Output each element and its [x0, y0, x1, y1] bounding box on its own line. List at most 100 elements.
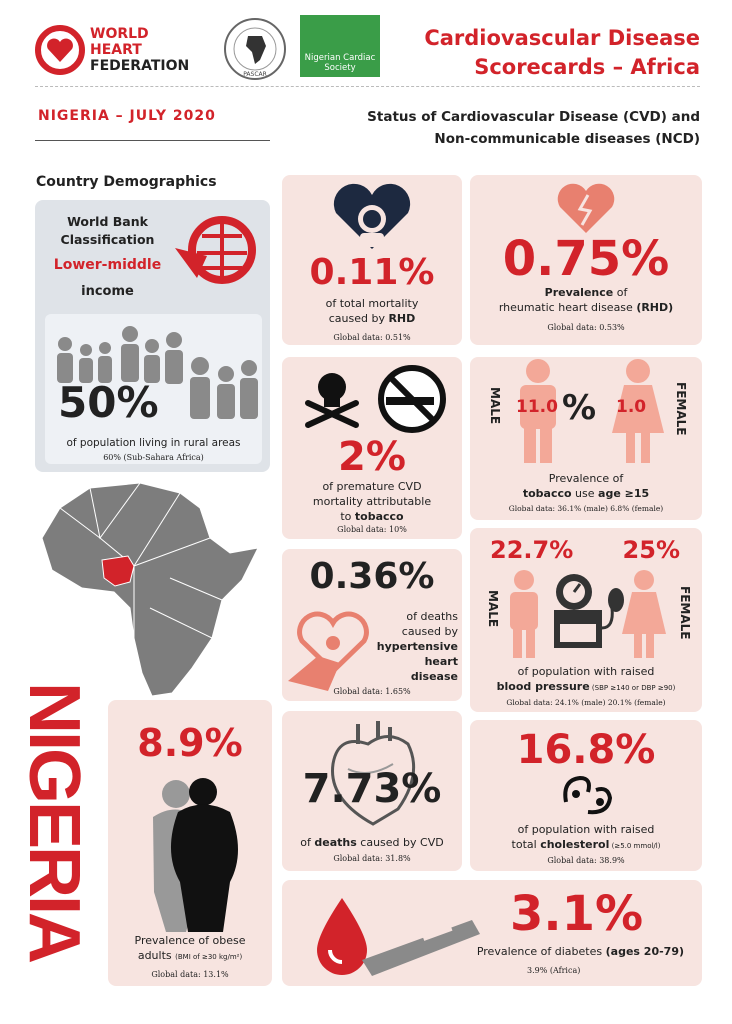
rural-reference: 60% (Sub-Sahara Africa): [103, 453, 204, 462]
caption-strong: (RHD): [636, 301, 674, 314]
caption-text: to: [340, 510, 355, 523]
broken-heart-icon: [557, 183, 615, 233]
rural-value: 50%: [58, 378, 159, 427]
male-value: 22.7%: [490, 536, 574, 564]
caption-line: caused by: [401, 625, 458, 638]
global-data: Global data: 31.8%: [333, 854, 411, 863]
caption-text: caused by CVD: [356, 836, 444, 849]
caption: of premature CVD mortality attributable to…: [282, 479, 462, 524]
tobacco-use-card: MALE FEMALE 11.0 % 1.0 Prevalence of toba…: [470, 357, 702, 520]
caption: Prevalence of tobacco use age ≥15: [470, 471, 702, 501]
globe-icon: [175, 216, 256, 284]
blood-pressure-card: 22.7% 25% MALE FEMALE of population with…: [470, 528, 702, 712]
global-data: Global data: 0.51%: [333, 333, 411, 342]
caption-text: of: [613, 286, 628, 299]
pascar-text: PASCAR: [243, 71, 267, 78]
cholesterol-icon: [563, 775, 613, 815]
heart-icon: [333, 183, 411, 249]
male-value: 11.0: [516, 397, 558, 417]
title-line: Cardiovascular Disease: [424, 26, 700, 50]
caption-line: Prevalence of obese: [134, 934, 246, 947]
caption-line: of population with raised: [517, 823, 655, 836]
demographics-box: World Bank Classification Lower-middle in…: [35, 200, 270, 472]
caption-strong: Prevalence: [544, 286, 614, 299]
diabetes-value: 3.1%: [510, 886, 644, 942]
caption-strong: (ages 20-79): [605, 945, 684, 958]
income: income: [81, 284, 134, 299]
label-line: World Bank: [67, 214, 148, 229]
caption-text: Prevalence of diabetes: [476, 945, 606, 958]
female-label: FEMALE: [678, 586, 692, 640]
caption-strong: age ≥15: [598, 487, 650, 500]
people-icon: [57, 326, 258, 419]
rural-caption: of population living in rural areas: [66, 437, 241, 449]
whf-logo: [35, 25, 85, 75]
global-data: Global data: 13.1%: [151, 970, 229, 979]
global-data: Global data: 10%: [337, 525, 407, 534]
obesity-icon: [153, 778, 238, 932]
caption-strong: tobacco: [522, 487, 572, 500]
global-data: Global data: 1.65%: [333, 687, 411, 696]
caption-line: of premature CVD: [322, 480, 422, 493]
obesity-card: 8.9% Prevalence of obese adults (BMI of ≥…: [108, 700, 272, 986]
caption-strong: cholesterol: [540, 838, 610, 851]
subtitle-line: Non-communicable diseases (NCD): [434, 131, 700, 147]
org-line: WORLD: [90, 26, 149, 42]
hypertensive-card: 0.36% of deaths caused by hypertensive hear…: [282, 549, 462, 701]
caption-text: of: [300, 836, 315, 849]
global-data: Global data: 36.1% (male) 6.8% (female): [508, 504, 664, 513]
female-value: 1.0: [616, 397, 647, 417]
diabetes-icon: [317, 898, 480, 976]
subtitle: Status of Cardiovascular Disease (CVD) a…: [367, 106, 700, 150]
caption: of total mortality caused by RHD: [282, 296, 462, 326]
heart-organ-icon: [331, 721, 416, 826]
caption-strong: tobacco: [354, 510, 404, 523]
obesity-value: 8.9%: [137, 721, 243, 765]
cvd-deaths-value: 7.73%: [302, 766, 442, 812]
tobacco-mortality-value: 2%: [338, 434, 406, 480]
divider: [35, 86, 700, 87]
caption-note: (SBP ≥140 or DBP ≥90): [589, 684, 676, 692]
caption-line: Prevalence of: [548, 472, 624, 485]
ncs-logo: Nigerian Cardiac Society: [300, 15, 380, 77]
country-name: NIGERIA: [14, 682, 94, 962]
rhd-mortality-value: 0.11%: [309, 252, 435, 293]
male-label: MALE: [488, 387, 502, 425]
classification: Lower-middle: [53, 257, 162, 273]
female-value: 25%: [622, 536, 680, 564]
whf-name: WORLD HEART FEDERATION: [90, 26, 189, 74]
caption-line: mortality attributable: [312, 495, 432, 508]
rural-box: 50% of population living in rural areas …: [45, 314, 262, 464]
label-line: Classification: [60, 232, 155, 247]
subtitle-line: Status of Cardiovascular Disease (CVD) a…: [367, 109, 700, 125]
caption-strong: hypertensive: [376, 640, 458, 653]
org-line: HEART: [90, 42, 142, 58]
male-label: MALE: [486, 590, 500, 628]
diabetes-reference: 3.9% (Africa): [527, 966, 581, 975]
cholesterol-card: 16.8% of population with raised total cho…: [470, 720, 702, 871]
caption-text: total: [511, 838, 541, 851]
africa-map: [41, 482, 259, 697]
caption: of population with raised blood pressure …: [470, 664, 702, 696]
caption-strong: heart disease: [410, 655, 458, 683]
caption-text: rheumatic heart disease: [498, 301, 637, 314]
classification-label: World Bank Classification: [50, 213, 165, 249]
section-heading: Country Demographics: [36, 174, 217, 190]
global-data: Global data: 0.53%: [547, 323, 625, 332]
title-line: Scorecards – Africa: [474, 55, 700, 79]
hypertensive-value: 0.36%: [309, 556, 435, 597]
rhd-prevalence-card: 0.75% Prevalence of rheumatic heart disea…: [470, 175, 702, 345]
caption-text: caused by: [328, 312, 389, 325]
country-date: NIGERIA – JULY 2020: [38, 108, 216, 124]
caption-line: adults: [137, 949, 176, 962]
tobacco-mortality-card: 2% of premature CVD mortality attributabl…: [282, 357, 462, 539]
caption-text: use: [571, 487, 599, 500]
cvd-deaths-card: 7.73% of deaths caused by CVD Global dat…: [282, 711, 462, 871]
caption: of deaths caused by hypertensive heart dise…: [374, 609, 458, 684]
bp-icon: [510, 570, 666, 658]
percent-sign: %: [562, 388, 597, 428]
caption-strong: RHD: [388, 312, 416, 325]
obesity-caption: Prevalence of obese adults (BMI of ≥30 kg…: [108, 933, 272, 965]
caption: Prevalence of rheumatic heart disease (RH…: [470, 285, 702, 315]
caption-strong: deaths: [314, 836, 357, 849]
